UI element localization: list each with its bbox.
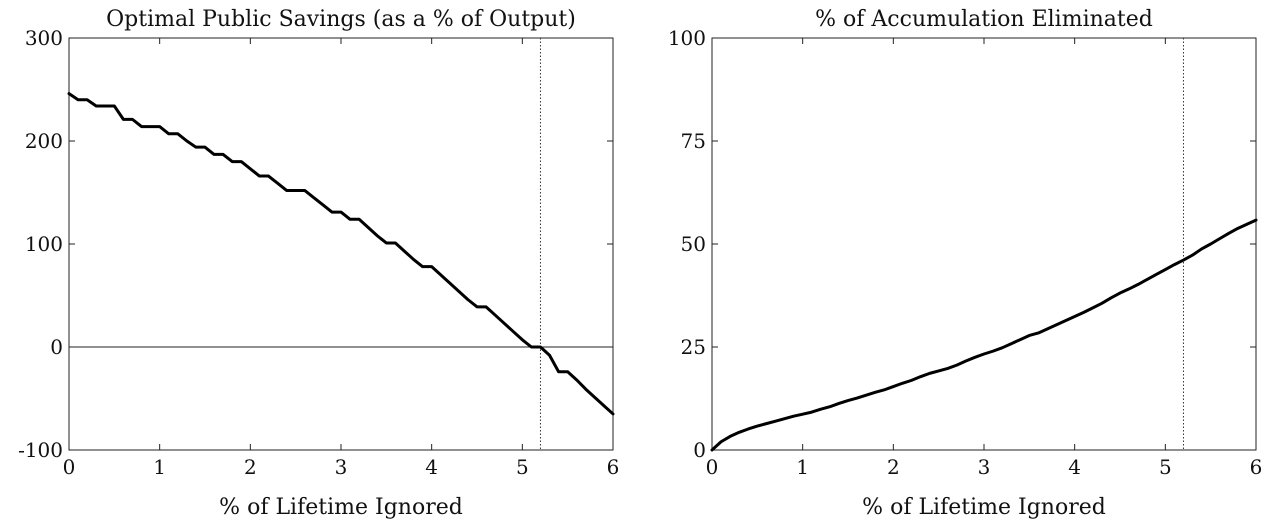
y-tick-label: 100 — [668, 26, 706, 50]
series-line — [710, 218, 1258, 452]
x-axis-label: % of Lifetime Ignored — [219, 495, 463, 520]
y-tick-label: 300 — [25, 26, 63, 50]
x-tick-label: 5 — [1159, 455, 1172, 479]
chart-title: Optimal Public Savings (as a % of Output… — [106, 7, 576, 32]
y-tick-label: 25 — [681, 335, 706, 359]
chart-title: % of Accumulation Eliminated — [815, 7, 1153, 32]
x-tick-label: 2 — [244, 455, 257, 479]
x-tick-label: 2 — [887, 455, 900, 479]
x-tick-label: 0 — [706, 455, 719, 479]
y-tick-label: 75 — [681, 129, 706, 153]
y-tick-label: 0 — [50, 335, 63, 359]
y-tick-label: -100 — [18, 438, 63, 462]
plot-frame — [711, 37, 1257, 451]
x-tick-label: 0 — [63, 455, 76, 479]
x-tick-label: 1 — [796, 455, 809, 479]
y-tick-label: 100 — [25, 232, 63, 256]
x-tick-label: 6 — [607, 455, 620, 479]
x-tick-label: 1 — [153, 455, 166, 479]
plot-frame — [68, 37, 614, 451]
chart-right: 0 1 2 3 4 5 6 0 25 50 75 100 % of Accumulation Elimi… — [668, 7, 1263, 520]
x-tick-label: 5 — [516, 455, 529, 479]
y-tick-label: 200 — [25, 129, 63, 153]
x-axis-label: % of Lifetime Ignored — [862, 495, 1106, 520]
x-tick-label: 3 — [335, 455, 348, 479]
x-tick-label: 4 — [1068, 455, 1081, 479]
x-tick-label: 4 — [425, 455, 438, 479]
x-tick-label: 3 — [978, 455, 991, 479]
y-tick-label: 50 — [681, 232, 706, 256]
x-tick-label: 6 — [1250, 455, 1263, 479]
series-line — [67, 92, 615, 416]
y-tick-label: 0 — [693, 438, 706, 462]
